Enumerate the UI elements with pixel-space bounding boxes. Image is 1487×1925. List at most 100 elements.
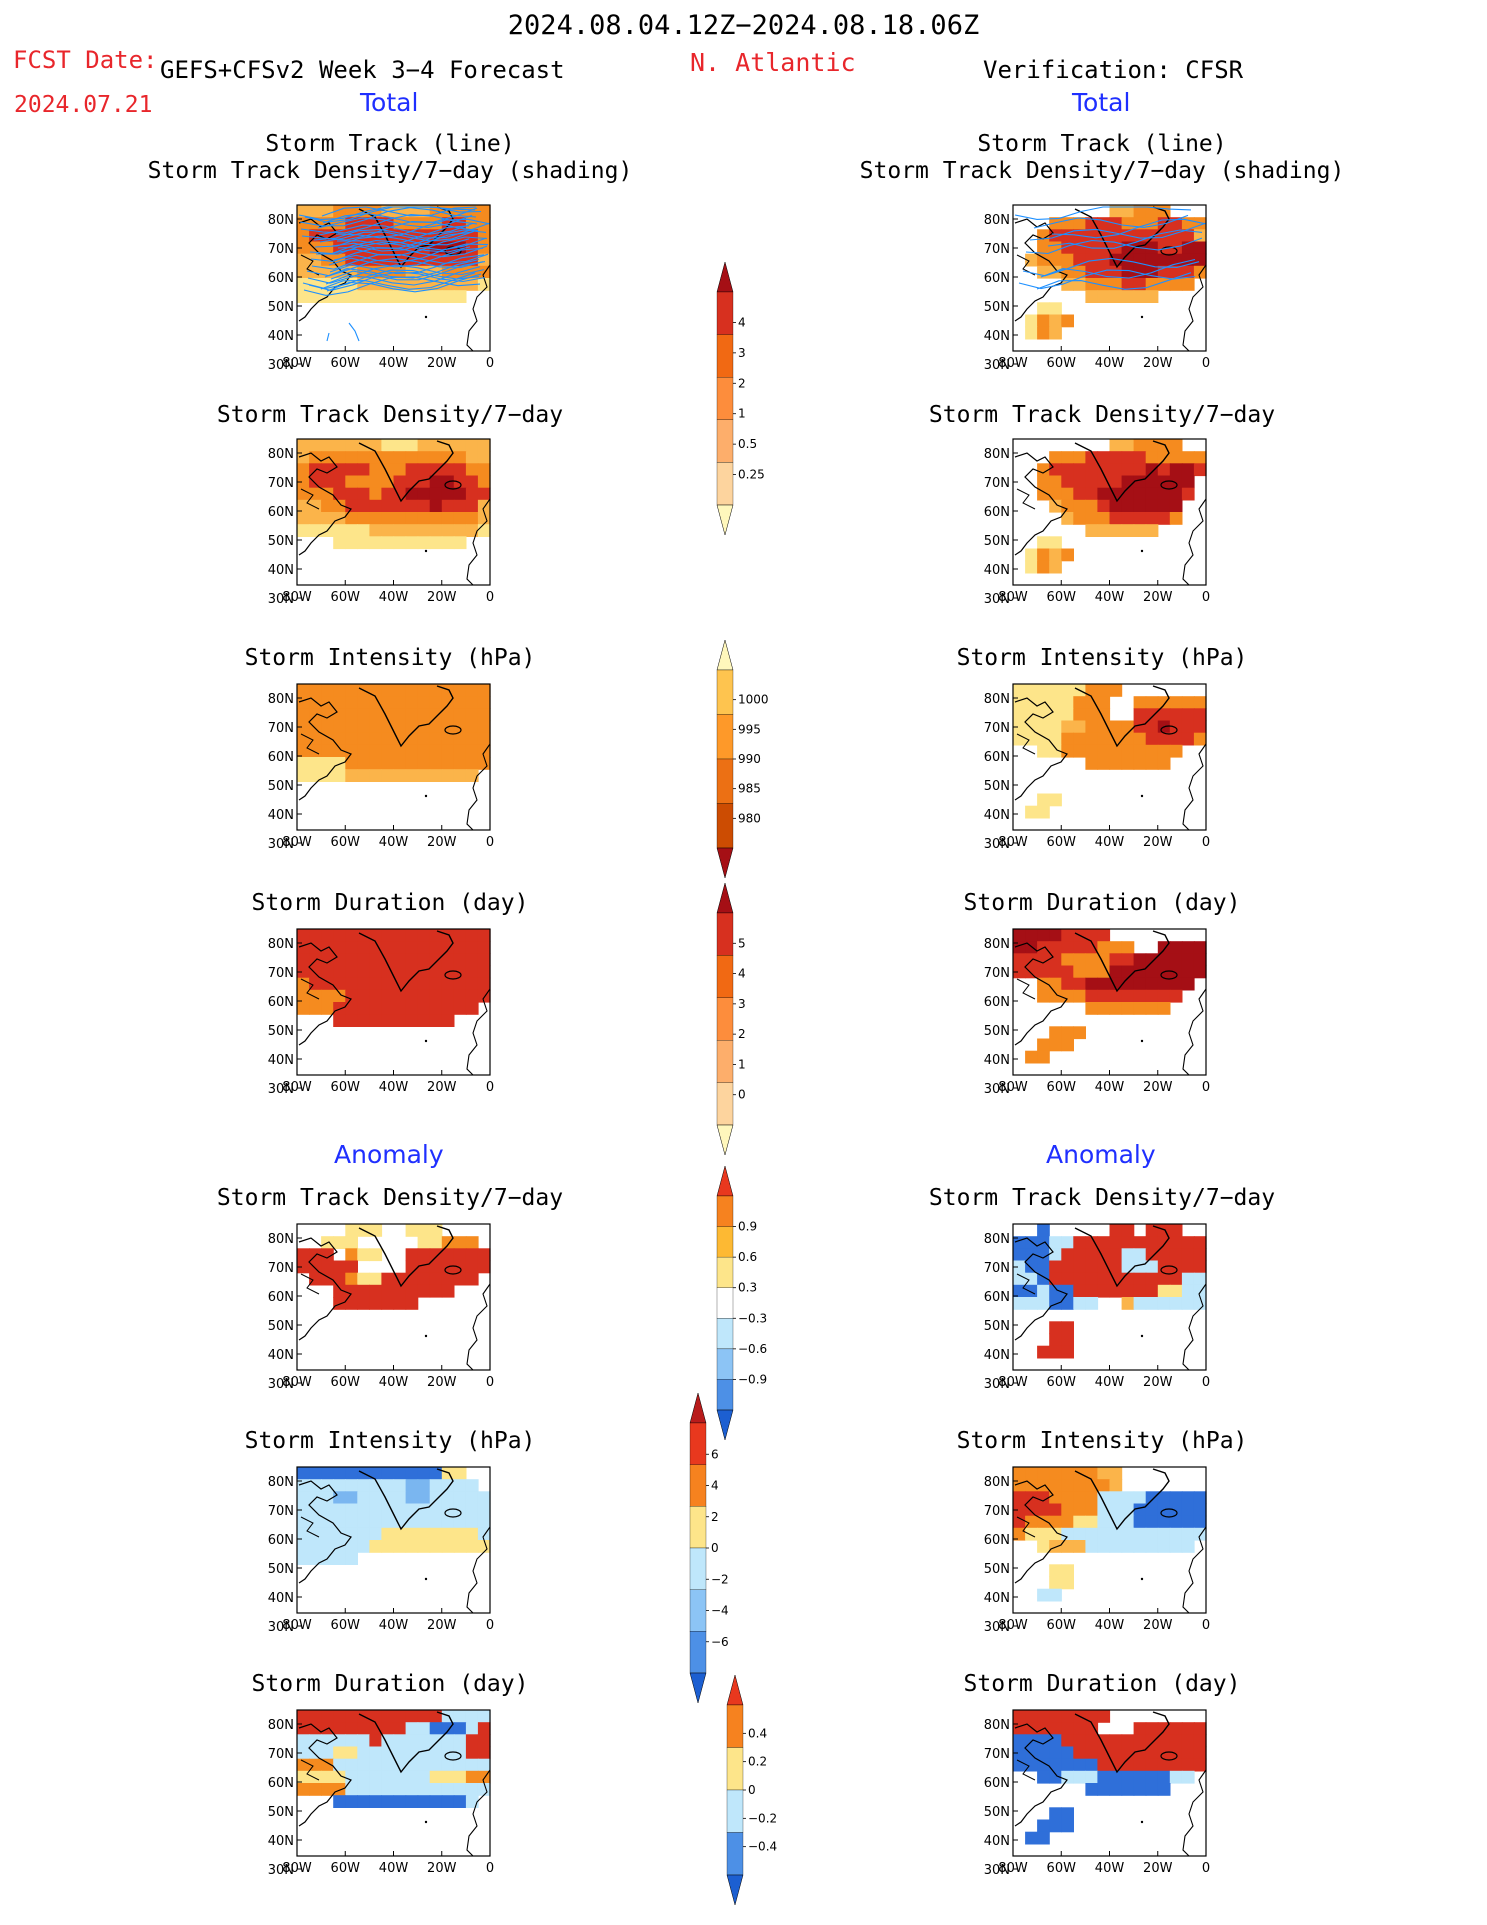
field-cell xyxy=(441,1503,455,1517)
field-cell xyxy=(441,1746,455,1760)
field-cell xyxy=(1073,1026,1086,1040)
field-cell xyxy=(441,512,455,525)
field-cell xyxy=(345,744,358,758)
field-cell xyxy=(1109,512,1123,525)
field-cell xyxy=(393,929,407,942)
field-cell xyxy=(309,499,322,513)
field-cell xyxy=(1109,229,1123,243)
lon-label: 40W xyxy=(1095,1375,1125,1390)
field-cell xyxy=(309,1479,322,1492)
field-cell xyxy=(1133,720,1147,734)
field-cell xyxy=(441,253,455,267)
field-cell xyxy=(1121,965,1135,979)
field-cell xyxy=(1061,487,1074,501)
field-cell xyxy=(1025,1503,1038,1517)
field-cell xyxy=(357,757,370,770)
storm-track-line xyxy=(329,254,485,274)
field-cell xyxy=(345,1272,358,1286)
field-cell xyxy=(1193,941,1207,954)
field-cell xyxy=(369,217,383,230)
field-cell xyxy=(477,965,491,979)
field-cell xyxy=(1181,1491,1195,1505)
field-cell xyxy=(465,1770,479,1784)
field-cell xyxy=(393,720,407,734)
field-cell xyxy=(465,1722,479,1735)
field-cell xyxy=(1109,278,1123,291)
field-cell xyxy=(393,241,407,255)
field-cell xyxy=(465,229,479,243)
field-cell xyxy=(1109,1783,1123,1796)
field-cell xyxy=(1049,965,1062,979)
colorbar-label: −0.4 xyxy=(748,1840,777,1854)
field-cell xyxy=(393,757,407,770)
field-cell xyxy=(1133,205,1147,218)
field-cell xyxy=(1037,560,1050,574)
field-cell xyxy=(1181,475,1195,489)
field-cell xyxy=(321,290,334,303)
field-cell xyxy=(345,696,358,709)
field-cell xyxy=(297,941,310,954)
field-cell xyxy=(417,989,431,1003)
field-cell xyxy=(1037,1236,1050,1249)
field-cell xyxy=(1085,708,1099,722)
field-cell xyxy=(381,475,395,489)
field-cell xyxy=(1085,1503,1099,1517)
field-cell xyxy=(453,1503,467,1517)
field-cell xyxy=(357,1479,370,1492)
field-cell xyxy=(1121,290,1135,303)
field-cell xyxy=(1169,265,1183,279)
field-cell xyxy=(1013,953,1026,967)
field-cell xyxy=(1193,1746,1207,1760)
field-cell xyxy=(381,265,395,279)
field-cell xyxy=(1073,1248,1086,1262)
field-cell xyxy=(1097,217,1111,230)
field-cell xyxy=(1085,1002,1099,1015)
field-cell xyxy=(309,487,322,501)
field-cell xyxy=(333,278,346,291)
field-cell xyxy=(477,1503,491,1517)
field-cell xyxy=(297,965,310,979)
colorbar-duration-anomaly: 0.40.20−0.2−0.4 xyxy=(726,1674,777,1906)
field-cell xyxy=(1085,1722,1099,1735)
field-cell xyxy=(1061,1260,1074,1274)
field-cell xyxy=(429,1795,443,1808)
field-cell xyxy=(417,1710,431,1723)
field-cell xyxy=(1193,1297,1207,1310)
lon-label: 20W xyxy=(427,356,457,371)
field-cell xyxy=(393,1722,407,1735)
field-cell xyxy=(1193,1236,1207,1249)
field-cell xyxy=(1037,1297,1050,1310)
field-cell xyxy=(1133,1758,1147,1772)
lat-label: 30N xyxy=(984,1863,1010,1878)
lat-label: 30N xyxy=(268,1863,294,1878)
field-cell xyxy=(1061,548,1074,562)
field-cell xyxy=(1061,512,1074,525)
field-cell xyxy=(417,1515,431,1529)
field-cell xyxy=(1121,278,1135,291)
colorbar-cap-bottom xyxy=(716,504,734,536)
lat-label: 50N xyxy=(268,1319,294,1334)
field-cell xyxy=(357,1710,370,1723)
field-cell xyxy=(309,1734,322,1748)
field-cell xyxy=(393,1002,407,1015)
iceland-coast xyxy=(444,1265,462,1275)
field-cell xyxy=(393,696,407,709)
field-cell xyxy=(1145,241,1159,255)
field-cell xyxy=(345,205,358,218)
field-cell xyxy=(1121,941,1135,954)
lat-label: 60N xyxy=(984,995,1010,1010)
field-cell xyxy=(1061,696,1074,709)
field-cell xyxy=(309,1467,322,1480)
field-cell xyxy=(441,1783,455,1796)
field-cell xyxy=(393,1527,407,1541)
field-cell xyxy=(321,1734,334,1748)
field-cell xyxy=(1025,1479,1038,1492)
field-cell xyxy=(369,989,383,1003)
field-cell xyxy=(345,1236,358,1249)
field-cell xyxy=(345,1710,358,1723)
field-cell xyxy=(1061,1503,1074,1517)
lon-label: 80W xyxy=(282,1861,312,1876)
